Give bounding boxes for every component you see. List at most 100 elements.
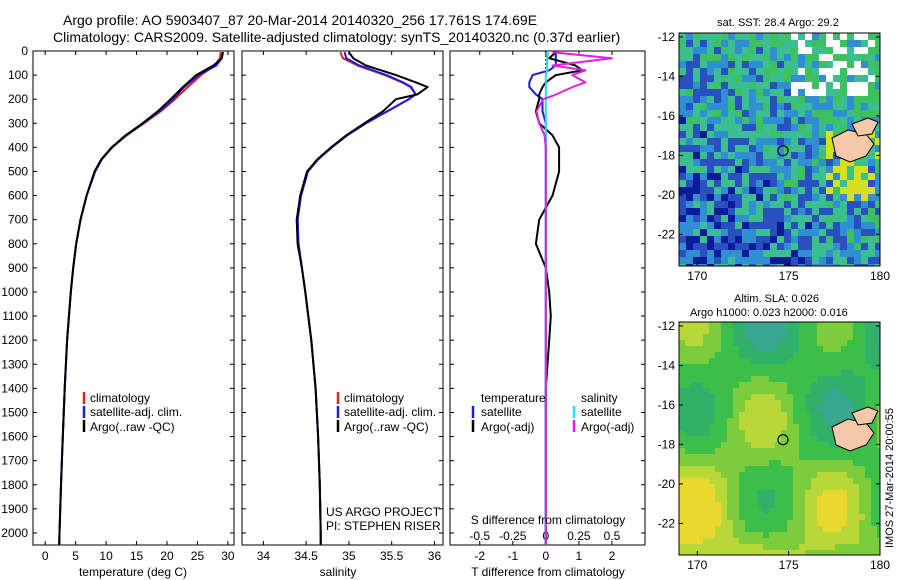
sla-cell (823, 418, 829, 424)
sla-cell (799, 388, 805, 394)
sla-cell (817, 406, 823, 412)
sst-cell (714, 180, 721, 187)
depth-tick-label: 200 (8, 92, 28, 106)
sst-cell (735, 187, 742, 194)
sla-cell (847, 358, 853, 364)
sla-cell (691, 436, 697, 442)
sla-cell (793, 394, 799, 400)
sla-cell (703, 544, 709, 550)
sst-cell (714, 229, 721, 236)
sst-cell (728, 243, 735, 250)
sla-cell (841, 412, 847, 418)
map-x-tick-label: 170 (687, 269, 707, 283)
sst-cell (721, 187, 728, 194)
sla-cell (709, 358, 715, 364)
sla-cell (685, 376, 691, 382)
x-tick-label: 2 (609, 549, 616, 563)
sst-cell (679, 180, 686, 187)
sst-cell (847, 47, 854, 54)
sla-cell (679, 424, 685, 430)
sla-cell (685, 454, 691, 460)
sla-cell (799, 460, 805, 466)
sla-cell (679, 460, 685, 466)
sla-cell (757, 442, 763, 448)
sst-cell (784, 159, 791, 166)
sla-cell (811, 550, 817, 555)
sla-cell (679, 340, 685, 346)
sst-cell (812, 257, 819, 264)
sla-cell (757, 358, 763, 364)
sla-cell (697, 376, 703, 382)
map-y-tick-label: -14 (658, 69, 676, 83)
sla-cell (847, 340, 853, 346)
sla-cell (799, 382, 805, 388)
depth-tick-label: 100 (8, 68, 28, 82)
sla-cell (865, 478, 871, 484)
sst-cell (791, 215, 798, 222)
sst-cell (686, 96, 693, 103)
sla-cell (787, 418, 793, 424)
sla-cell (739, 358, 745, 364)
sla-cell (877, 472, 880, 478)
map-y-tick-label: -14 (658, 358, 676, 372)
sla-cell (799, 364, 805, 370)
sla-cell (853, 508, 859, 514)
sst-cell (826, 75, 833, 82)
sla-cell (745, 490, 751, 496)
sla-cell (709, 532, 715, 538)
sla-cell (709, 394, 715, 400)
sst-cell (868, 250, 875, 257)
sst-cell (735, 117, 742, 124)
sla-cell (871, 376, 877, 382)
sla-cell (733, 442, 739, 448)
sst-cell (833, 180, 840, 187)
sla-cell (817, 526, 823, 532)
sst-cell (686, 187, 693, 194)
sla-cell (703, 418, 709, 424)
sla-cell (697, 502, 703, 508)
sst-cell (728, 47, 735, 54)
sla-cell (721, 484, 727, 490)
sla-cell (835, 460, 841, 466)
sla-cell (775, 460, 781, 466)
sla-cell (763, 532, 769, 538)
sst-cell (805, 236, 812, 243)
sla-cell (745, 388, 751, 394)
sla-cell (709, 376, 715, 382)
sla-cell (853, 532, 859, 538)
sst-cell (693, 89, 700, 96)
sla-cell (757, 430, 763, 436)
sst-cell (791, 138, 798, 145)
sla-cell (847, 520, 853, 526)
temperature-x-axis: 0 5 10 15 20 25 30 (33, 50, 235, 563)
sst-cell (763, 124, 770, 131)
sla-cell (811, 430, 817, 436)
sst-cell (777, 236, 784, 243)
sla-cell (847, 364, 853, 370)
legend-s-satellite-label: satellite (581, 405, 622, 419)
sst-cell (854, 222, 861, 229)
sla-cell (835, 322, 841, 328)
sla-cell (877, 358, 880, 364)
sst-cell (763, 222, 770, 229)
sst-cell (714, 187, 721, 194)
sst-cell (805, 173, 812, 180)
sla-cell (865, 364, 871, 370)
sla-cell (829, 490, 835, 496)
sla-cell (781, 376, 787, 382)
sla-cell (775, 388, 781, 394)
sst-cell (756, 68, 763, 75)
sla-cell (811, 448, 817, 454)
sst-cell (854, 103, 861, 110)
sst-cell (742, 82, 749, 89)
sla-cell (805, 334, 811, 340)
sla-cell (721, 532, 727, 538)
sla-cell (859, 400, 865, 406)
sla-cell (775, 424, 781, 430)
sla-cell (703, 376, 709, 382)
sst-cell (756, 145, 763, 152)
sla-cell (745, 496, 751, 502)
sst-cell (861, 173, 868, 180)
sla-cell (679, 502, 685, 508)
sst-cell (756, 96, 763, 103)
